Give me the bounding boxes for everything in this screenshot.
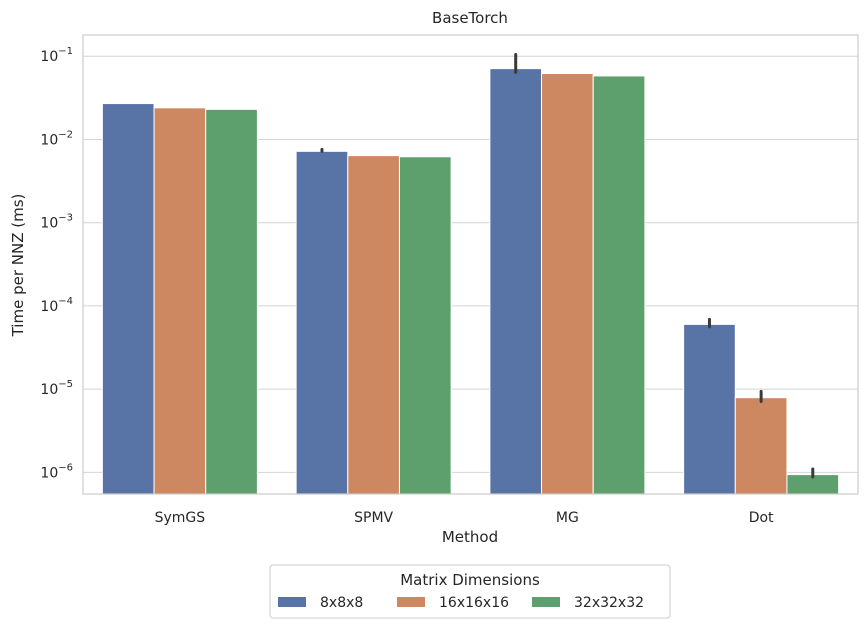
- bar-32x32x32-MG: [592, 75, 646, 495]
- bar-8x8x8-Dot: [683, 323, 736, 495]
- legend-swatch: [532, 597, 560, 607]
- bar-8x8x8-SPMV: [295, 150, 349, 495]
- y-tick-label: 10−3: [40, 213, 73, 232]
- x-tick-label: SymGS: [155, 510, 206, 526]
- bar-16x16x16-SymGS: [153, 107, 207, 495]
- x-tick-labels: SymGS SPMV MG Dot: [155, 510, 774, 526]
- y-tick-label: 10−1: [40, 46, 73, 65]
- x-tick-label: MG: [556, 510, 579, 526]
- y-axis-title: Time per NNZ (ms): [9, 194, 27, 338]
- x-axis-title: Method: [442, 528, 498, 546]
- legend-label: 32x32x32: [574, 595, 644, 611]
- bar-32x32x32-SymGS: [205, 108, 258, 495]
- legend-swatch: [397, 597, 425, 607]
- legend-label: 16x16x16: [439, 595, 509, 611]
- legend-items: 8x8x8 16x16x16 32x32x32: [278, 595, 644, 611]
- y-tick-label: 10−2: [40, 129, 73, 148]
- legend-swatch: [278, 597, 306, 607]
- y-tick-label: 10−5: [40, 379, 73, 398]
- bar-16x16x16-Dot: [734, 397, 788, 495]
- legend-title: Matrix Dimensions: [400, 571, 540, 589]
- legend-box: [269, 564, 671, 619]
- plot-frame: [82, 34, 859, 495]
- bar-16x16x16-SPMV: [347, 155, 400, 495]
- legend: Matrix Dimensions 8x8x8 16x16x16 32x32x32: [269, 564, 671, 619]
- x-tick-label: Dot: [749, 510, 774, 526]
- y-tick-label: 10−4: [40, 296, 73, 315]
- bar-8x8x8-SymGS: [101, 103, 155, 495]
- chart-title: BaseTorch: [432, 9, 508, 27]
- bar-8x8x8-MG: [489, 68, 543, 495]
- bar-32x32x32-SPMV: [398, 156, 452, 495]
- x-tick-label: SPMV: [354, 510, 393, 526]
- bars: [101, 68, 840, 495]
- legend-label: 8x8x8: [320, 595, 363, 611]
- y-tick-label: 10−6: [40, 462, 73, 481]
- bar-16x16x16-MG: [541, 73, 594, 495]
- y-tick-labels: 10−6 10−5 10−4 10−3 10−2 10−1: [40, 46, 73, 481]
- error-bars: [320, 52, 815, 479]
